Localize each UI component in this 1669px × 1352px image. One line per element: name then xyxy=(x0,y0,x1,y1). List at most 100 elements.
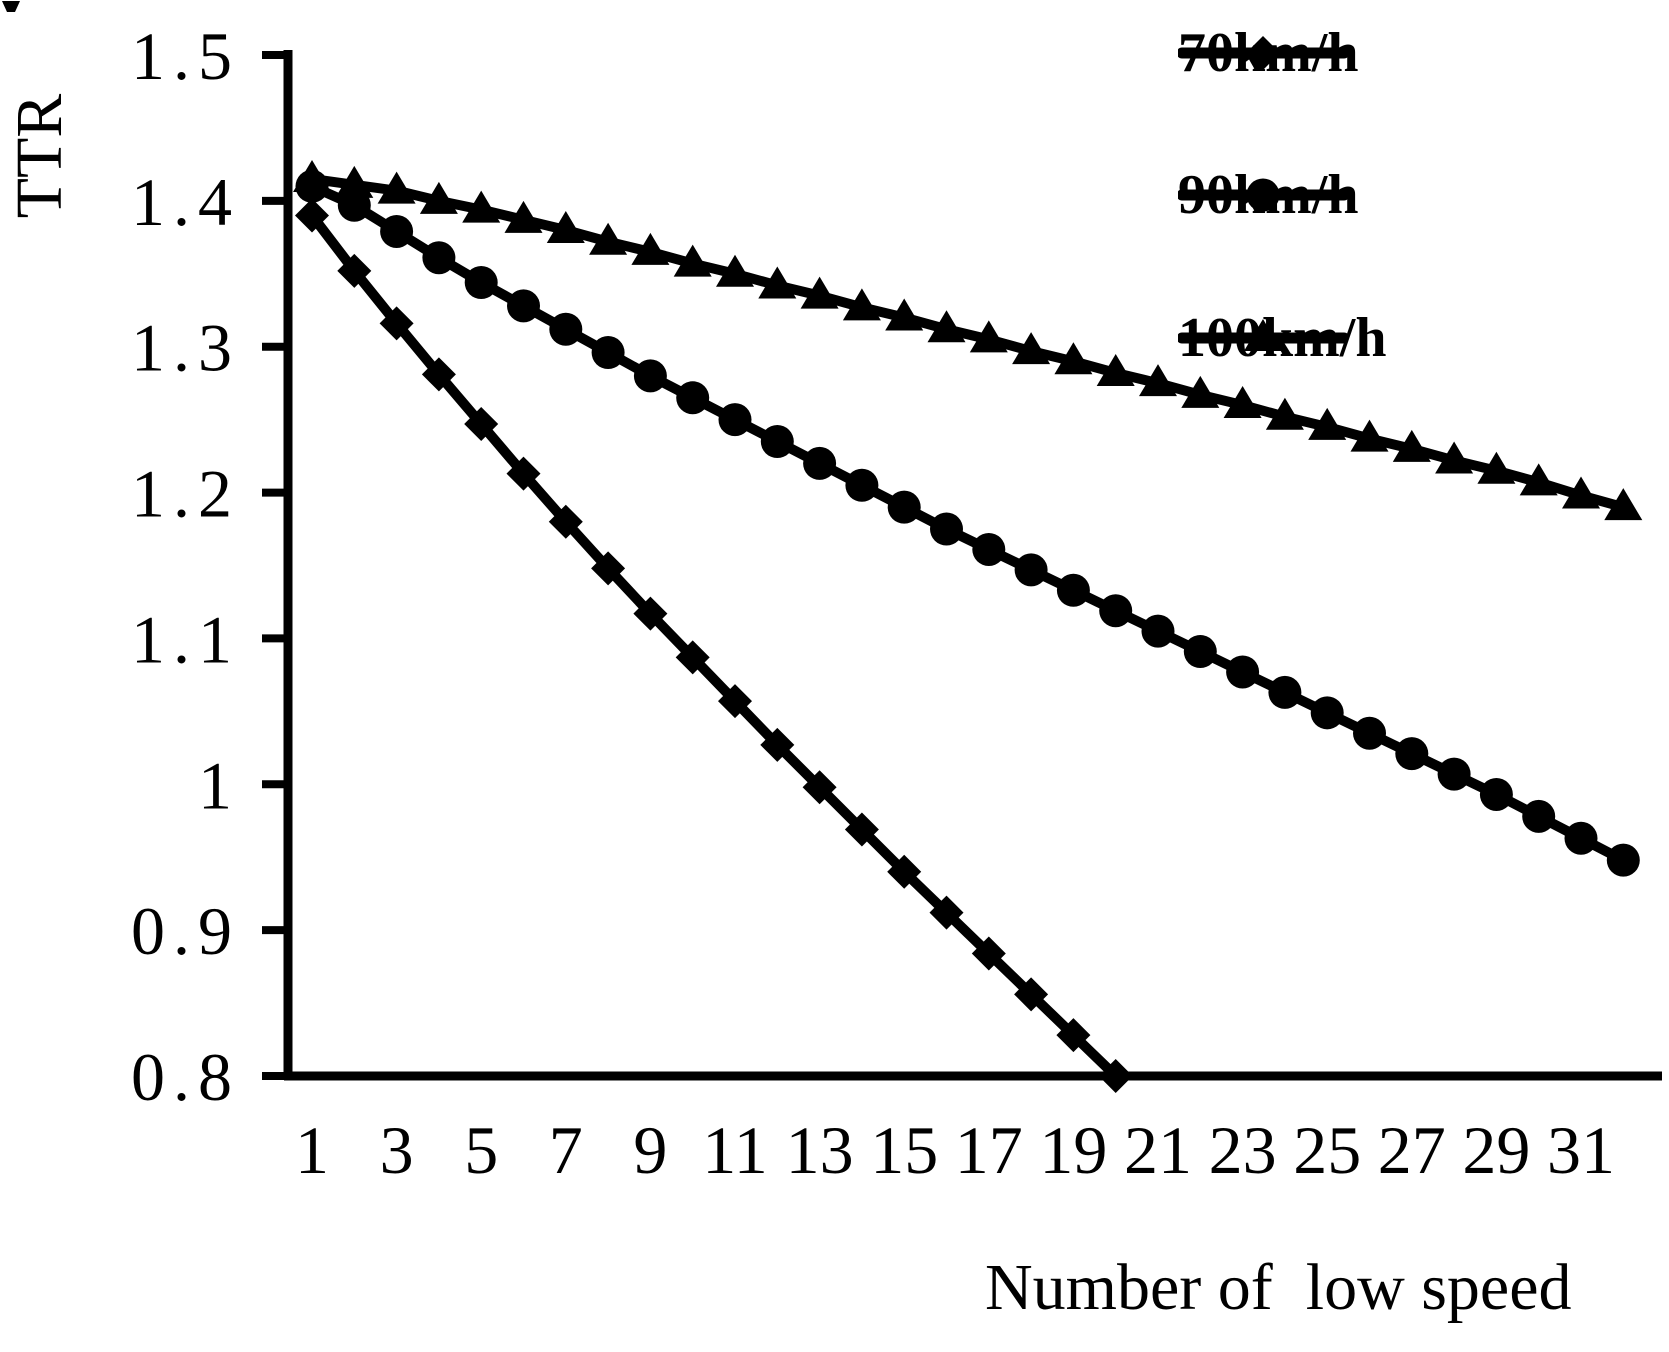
circle-marker xyxy=(422,241,456,275)
x-tick-label: 19 xyxy=(1039,1112,1107,1188)
triangle-marker xyxy=(1562,476,1600,509)
triangle-marker xyxy=(1244,319,1282,351)
triangle-marker xyxy=(800,276,839,309)
x-tick-label: 21 xyxy=(1124,1112,1192,1188)
triangle-marker xyxy=(419,181,458,214)
circle-marker xyxy=(676,381,710,415)
x-tick-label: 29 xyxy=(1462,1112,1530,1188)
diamond-marker xyxy=(421,357,456,392)
x-tick-label: 27 xyxy=(1378,1112,1446,1188)
diamond-marker xyxy=(464,407,499,442)
legend-item-90kmh: 90km/h xyxy=(1178,163,1359,227)
x-tick-label: 17 xyxy=(955,1112,1023,1188)
circle-marker xyxy=(1353,716,1386,750)
diamond-marker xyxy=(337,253,372,288)
diamond-marker xyxy=(1014,977,1049,1012)
circle-marker xyxy=(1099,594,1133,628)
circle-marker xyxy=(845,468,879,502)
triangle-marker xyxy=(631,232,670,265)
y-tick-label: 0.9 xyxy=(131,893,240,969)
diamond-marker xyxy=(591,551,626,586)
circle-marker xyxy=(1437,757,1471,791)
triangle-marker xyxy=(1604,488,1643,521)
triangle-marker xyxy=(758,266,797,299)
circle-marker xyxy=(464,266,498,300)
diamond-marker xyxy=(844,812,879,847)
triangle-marker xyxy=(716,254,754,287)
triangle-marker xyxy=(842,288,881,321)
triangle-marker xyxy=(885,298,924,331)
circle-marker xyxy=(1141,614,1175,648)
diamond-marker xyxy=(1098,1059,1133,1093)
y-tick-label: 1.1 xyxy=(131,601,240,677)
circle-marker xyxy=(887,490,921,524)
circle-marker xyxy=(549,312,583,346)
legend-item-100kmh: 100km/h xyxy=(1178,306,1387,370)
series-100kmh xyxy=(293,159,1643,521)
diamond-marker-icon xyxy=(1178,36,1348,70)
triangle-marker xyxy=(377,171,416,204)
circle-marker xyxy=(1014,553,1048,587)
circle-marker xyxy=(1522,799,1556,833)
triangle-marker xyxy=(1265,397,1304,430)
diamond-marker xyxy=(506,456,541,491)
circle-marker xyxy=(633,359,667,393)
triangle-marker xyxy=(927,310,966,343)
triangle-marker xyxy=(293,159,331,192)
triangle-marker xyxy=(673,244,712,277)
circle-marker xyxy=(1246,178,1280,212)
diamond-marker xyxy=(633,596,668,631)
circle-marker-icon xyxy=(1178,178,1348,212)
circle-marker xyxy=(930,512,963,546)
triangle-marker xyxy=(1012,332,1051,365)
y-tick-label: 0.8 xyxy=(131,1039,240,1115)
circle-marker xyxy=(1056,573,1090,607)
y-axis-title: TTR xyxy=(3,93,76,219)
triangle-marker xyxy=(1181,375,1220,408)
legend: 70km/h 90km/h 100km/h xyxy=(1178,0,1648,420)
diamond-marker xyxy=(1056,1018,1091,1053)
x-tick-label: 15 xyxy=(870,1112,938,1188)
triangle-marker xyxy=(1308,407,1347,440)
clipped-glyph-fragment xyxy=(2,1,20,12)
triangle-marker xyxy=(1054,342,1093,375)
circle-marker xyxy=(507,289,540,323)
circle-marker xyxy=(1268,675,1302,709)
x-tick-label: 5 xyxy=(464,1112,498,1188)
circle-marker xyxy=(1606,843,1640,877)
x-tick-label: 13 xyxy=(786,1112,854,1188)
circle-marker xyxy=(718,403,752,437)
diamond-marker xyxy=(887,854,922,889)
triangle-marker xyxy=(589,222,628,255)
triangle-marker-icon xyxy=(1178,319,1348,351)
circle-marker xyxy=(1395,737,1429,771)
triangle-marker xyxy=(504,200,543,233)
circle-marker xyxy=(1183,635,1217,669)
x-tick-label: 25 xyxy=(1293,1112,1361,1188)
triangle-marker xyxy=(1477,451,1516,484)
triangle-marker xyxy=(1096,353,1135,386)
x-tick-label: 11 xyxy=(702,1112,767,1188)
circle-marker xyxy=(760,425,794,459)
circle-marker xyxy=(1226,655,1260,689)
x-axis-title: Number of low speed xyxy=(985,1251,1572,1324)
triangle-marker xyxy=(546,211,585,244)
diamond-marker xyxy=(929,895,964,930)
series-70kmh xyxy=(295,198,1133,1093)
diamond-marker xyxy=(802,770,837,805)
triangle-marker xyxy=(1519,463,1558,496)
x-tick-label: 3 xyxy=(380,1112,414,1188)
triangle-marker xyxy=(1223,386,1262,419)
y-tick-label: 1.3 xyxy=(131,310,240,386)
circle-marker xyxy=(1564,821,1598,855)
triangle-marker xyxy=(1350,419,1389,452)
diamond-marker xyxy=(971,936,1006,971)
legend-item-70kmh: 70km/h xyxy=(1178,21,1359,85)
triangle-marker xyxy=(1139,364,1177,397)
circle-marker xyxy=(972,532,1006,566)
x-tick-label: 1 xyxy=(295,1112,329,1188)
y-tick-label: 1 xyxy=(198,747,240,823)
triangle-marker xyxy=(1392,429,1431,462)
